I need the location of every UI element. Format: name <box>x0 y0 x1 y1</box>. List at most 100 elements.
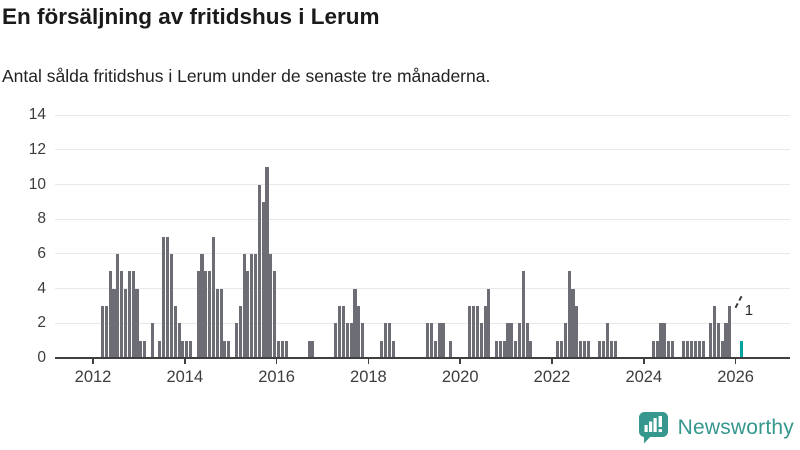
bar <box>242 253 246 358</box>
x-axis-tick <box>275 359 278 364</box>
newsworthy-logo[interactable]: Newsworthy <box>638 411 794 444</box>
bar <box>472 305 476 358</box>
bar <box>525 323 529 358</box>
bar <box>177 323 181 358</box>
bar <box>135 288 139 358</box>
y-tick-label: 14 <box>28 106 46 124</box>
bar <box>311 340 315 358</box>
bar <box>219 288 223 358</box>
bar <box>506 323 510 358</box>
bar <box>605 323 609 358</box>
bar <box>701 340 705 358</box>
bar <box>143 340 147 358</box>
bar <box>720 340 724 358</box>
bar <box>613 340 617 358</box>
bar <box>265 167 269 358</box>
bar <box>479 323 483 358</box>
bar <box>250 253 254 358</box>
bar <box>280 340 284 358</box>
bar <box>713 305 717 358</box>
bar <box>586 340 590 358</box>
page-title: En försäljning av fritidshus i Lerum <box>2 4 380 29</box>
y-tick-label: 0 <box>37 349 46 366</box>
bar <box>349 323 353 358</box>
bar <box>357 305 361 358</box>
bar <box>697 340 701 358</box>
bar <box>598 340 602 358</box>
newsworthy-speech-bubble-chart-icon <box>638 411 669 444</box>
bar <box>234 323 238 358</box>
bar <box>127 271 131 358</box>
bar <box>104 305 108 358</box>
latest-value-annotation: 1 <box>744 302 754 319</box>
bar <box>269 253 273 358</box>
x-tick-label: 2024 <box>625 368 663 386</box>
x-axis-tick <box>734 359 737 364</box>
highlighted-bar <box>739 340 743 358</box>
bar <box>716 323 720 358</box>
gridline <box>55 184 790 185</box>
bar <box>494 340 499 358</box>
gridline <box>55 253 790 255</box>
bar <box>238 305 242 358</box>
bar <box>517 323 522 358</box>
bar <box>521 271 525 358</box>
bar <box>173 305 177 358</box>
bar <box>108 271 112 358</box>
bar <box>602 340 606 358</box>
bar <box>502 340 506 358</box>
bar <box>659 323 663 358</box>
bar <box>498 340 502 358</box>
x-axis-tick <box>643 359 645 364</box>
bar <box>529 340 533 358</box>
bar <box>663 323 667 358</box>
bar <box>582 340 587 358</box>
x-axis-tick <box>367 359 370 364</box>
x-tick-label: 2014 <box>166 368 204 386</box>
bar <box>139 340 143 358</box>
x-tick-label: 2012 <box>74 368 112 386</box>
bar <box>112 288 116 358</box>
bar <box>384 323 388 358</box>
bar <box>120 271 124 358</box>
bar <box>196 271 200 358</box>
bar <box>609 340 613 358</box>
bar <box>188 340 193 358</box>
bar <box>123 288 128 358</box>
bar <box>690 340 694 358</box>
bar <box>116 253 120 358</box>
bar <box>276 340 281 358</box>
bar <box>514 340 518 358</box>
bar <box>709 323 713 358</box>
y-tick-label: 10 <box>28 175 46 193</box>
bar <box>728 305 732 358</box>
gridline <box>55 322 790 324</box>
bar <box>345 323 349 358</box>
bar <box>433 340 437 358</box>
bar <box>651 340 655 358</box>
gridline <box>55 218 790 220</box>
bar <box>441 323 445 358</box>
annotation-dash <box>734 295 743 309</box>
gridline <box>55 114 790 116</box>
bar <box>101 305 105 358</box>
bar <box>429 323 434 358</box>
bar <box>556 340 560 358</box>
bar <box>567 271 571 358</box>
bar <box>483 305 487 358</box>
bar <box>353 288 357 358</box>
bar <box>571 288 575 358</box>
y-tick-label: 4 <box>37 279 46 297</box>
x-axis-tick <box>92 359 94 364</box>
bar <box>131 271 135 358</box>
bar <box>208 271 212 358</box>
x-tick-label: 2026 <box>717 368 754 386</box>
bar <box>426 323 430 358</box>
bar <box>563 323 567 358</box>
chart-subtitle: Antal sålda fritidshus i Lerum under de … <box>2 66 491 86</box>
x-axis-tick <box>459 359 461 364</box>
bar <box>150 323 154 358</box>
bar <box>341 305 346 358</box>
bar <box>338 305 342 358</box>
